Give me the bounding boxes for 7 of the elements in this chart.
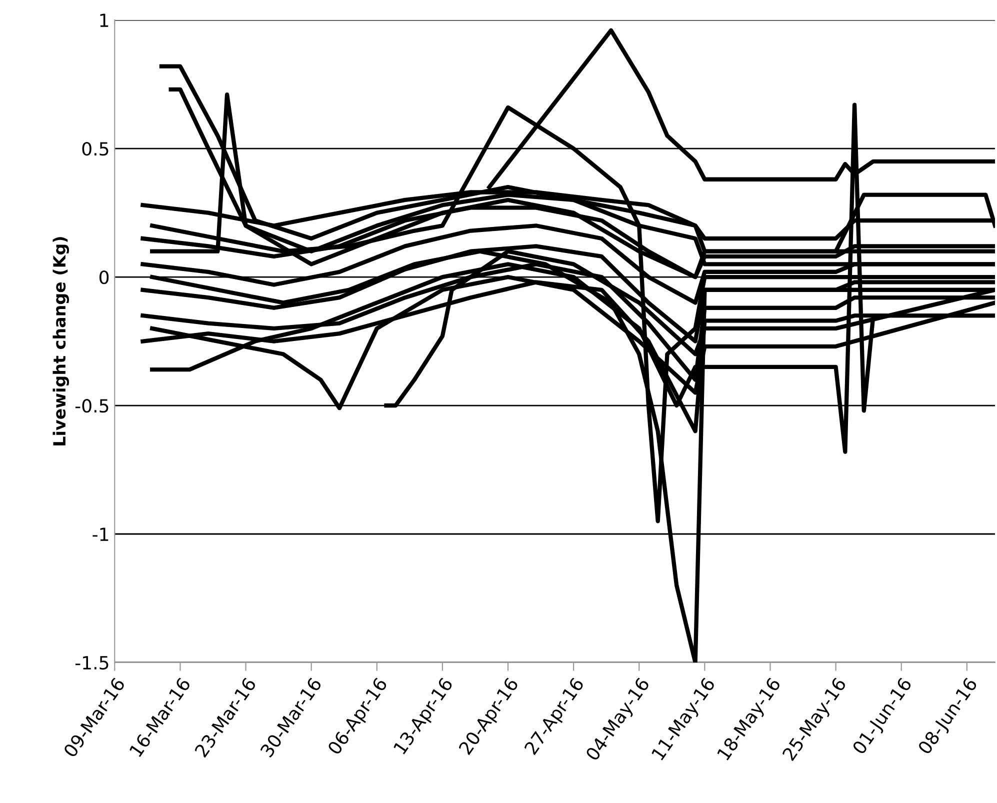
y-axis-title: Livewight change (Kg) <box>52 237 70 446</box>
y-tick-label: -1.5 <box>75 656 108 670</box>
y-tick-label: 0 <box>99 270 109 284</box>
y-tick-label: 1 <box>100 14 108 27</box>
y-tick-label: 0.5 <box>82 142 108 156</box>
y-tick-label: -1 <box>92 528 108 541</box>
y-tick-label: -0.5 <box>75 398 108 413</box>
